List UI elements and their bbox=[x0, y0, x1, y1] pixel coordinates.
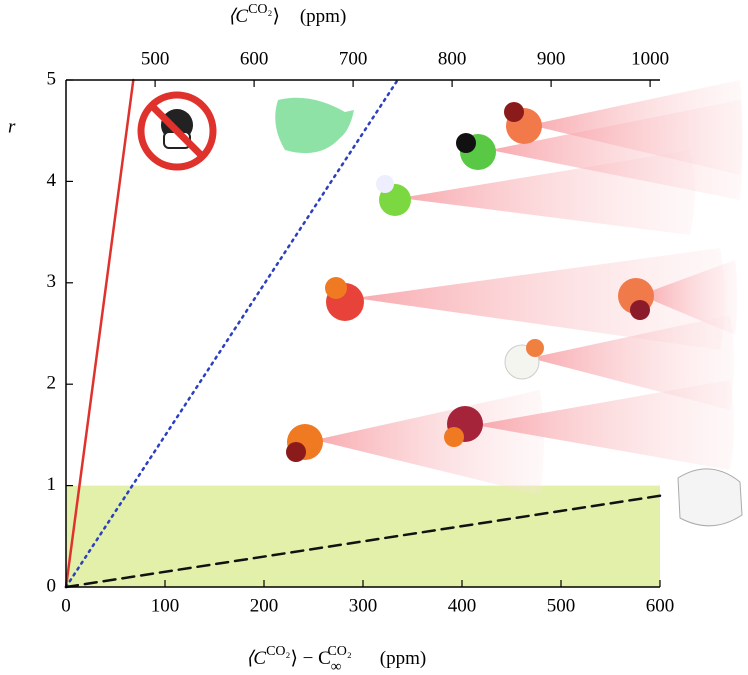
axis-label-part: ∞ bbox=[331, 659, 342, 675]
x2-tick-label: 900 bbox=[537, 48, 566, 69]
axis-label-part: CO₂ bbox=[266, 644, 290, 659]
y-tick-label: 2 bbox=[47, 373, 57, 394]
y-tick-label: 3 bbox=[47, 271, 57, 292]
axis-label-part: (ppm) bbox=[380, 648, 426, 669]
x-tick-label: 400 bbox=[448, 595, 477, 616]
x-tick-label: 500 bbox=[547, 595, 576, 616]
axis-label-part: (ppm) bbox=[300, 6, 346, 27]
x2-tick-label: 1000 bbox=[631, 48, 669, 69]
shaded-region bbox=[66, 485, 660, 587]
series-line bbox=[64, 78, 135, 589]
x-tick-label: 600 bbox=[646, 595, 675, 616]
axis-label-part: ⟩ − C bbox=[290, 648, 330, 669]
x2-label: ⟨CCO₂⟩ (ppm) bbox=[228, 2, 346, 27]
x-tick-label: 300 bbox=[349, 595, 378, 616]
x-label: ⟨CCO₂⟩ − C∞CO₂ (ppm) bbox=[246, 644, 426, 675]
axis-label-part: ⟩ bbox=[272, 6, 279, 27]
series-line bbox=[64, 494, 662, 589]
y-tick-label: 1 bbox=[47, 474, 57, 495]
x-tick-label: 200 bbox=[250, 595, 279, 616]
x2-tick-label: 800 bbox=[438, 48, 467, 69]
axis-label-part: CO₂ bbox=[248, 2, 272, 17]
illustrations bbox=[137, 80, 743, 527]
x-tick-label: 100 bbox=[151, 595, 180, 616]
x-tick-label: 0 bbox=[61, 595, 71, 616]
axis-label-part: CO₂ bbox=[327, 644, 351, 659]
series-line bbox=[64, 78, 399, 589]
axis-label-part: ⟨C bbox=[228, 6, 248, 27]
y-axis-label: r bbox=[8, 116, 16, 137]
x2-tick-label: 600 bbox=[240, 48, 269, 69]
y-tick-label: 4 bbox=[47, 170, 57, 191]
y-tick-label: 5 bbox=[47, 68, 57, 89]
y-tick-label: 0 bbox=[47, 575, 57, 596]
plot-area: 0 100 200 300 400 500 600 500 600 700 800 900 1000 0 1… bbox=[8, 2, 674, 675]
x2-tick-label: 500 bbox=[141, 48, 170, 69]
axis-label-part: ⟨C bbox=[246, 648, 266, 669]
x2-tick-label: 700 bbox=[339, 48, 368, 69]
